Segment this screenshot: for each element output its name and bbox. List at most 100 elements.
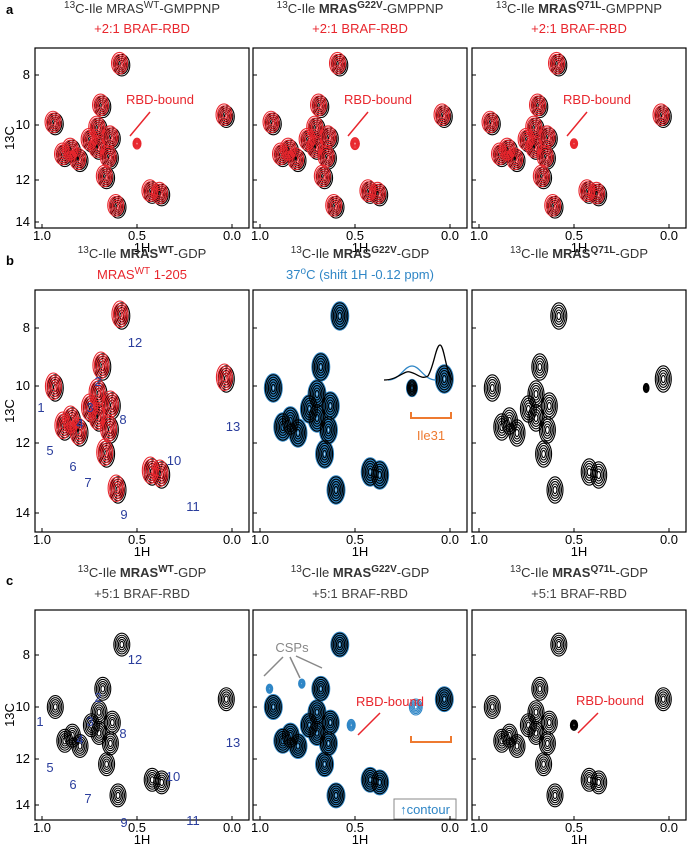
spectrum: [484, 303, 671, 503]
peak-label: 3: [86, 400, 93, 415]
peak-label: 1: [37, 400, 44, 415]
peak-label: 13: [226, 419, 240, 434]
title-part: MRAS: [552, 246, 591, 261]
annotation: RBD-bound: [126, 92, 194, 107]
bracket: [410, 736, 452, 743]
peak-label: 4: [76, 416, 83, 431]
peak-label: 5: [46, 760, 53, 775]
title-part: MRAS: [552, 565, 591, 580]
panel-subtitle: +5:1 BRAF-RBD: [312, 586, 408, 601]
trace: [383, 344, 453, 381]
panel-subtitle: 37oC (shift 1H -0.12 ppm): [286, 266, 434, 283]
panel-subtitle: +2:1 BRAF-RBD: [312, 21, 408, 36]
x-tick-label: 1.0: [470, 228, 488, 243]
title-part: MRAS: [333, 246, 372, 261]
annotation: Ile31: [417, 428, 445, 443]
title-part: -GMPPNP: [383, 1, 444, 16]
y-tick-label: 12: [16, 172, 30, 187]
x-tick-label: 0.0: [441, 820, 459, 835]
x-tick-label: 0.5: [128, 532, 146, 547]
annotations: RBD-bound RBD-bound RBD-bound RBD-bound …: [126, 92, 644, 817]
subtitle-part: 1-205: [150, 267, 187, 282]
peak-label: 7: [84, 475, 91, 490]
title-part: 13: [291, 245, 303, 256]
subtitle-part: +2:1 BRAF-RBD: [531, 21, 627, 36]
peak-label: 11: [186, 499, 200, 514]
panel-frame: [252, 47, 468, 229]
peak-label: 10: [167, 453, 181, 468]
x-tick-label: 0.0: [660, 820, 678, 835]
panel-title: 13C-Ile MRASWT-GMPPNP: [64, 0, 220, 16]
x-tick-label: 0.0: [660, 228, 678, 243]
subtitle-part: MRAS: [97, 267, 135, 282]
title-part: -GDP: [615, 246, 648, 261]
x-tick-label: 0.5: [565, 820, 583, 835]
title-part: G22V: [357, 0, 383, 11]
panel-title: 13C-Ile MRASWT-GDP: [78, 564, 207, 581]
annotation: RBD-bound: [563, 92, 631, 107]
arrow: [129, 111, 151, 137]
y-tick-label: 8: [23, 647, 30, 662]
x-tick-label: 0.5: [565, 228, 583, 243]
title-part: -GMPPNP: [601, 1, 662, 16]
title-part: C-Ile: [89, 565, 120, 580]
spectrum: [482, 52, 671, 218]
peak-label: 6: [69, 459, 76, 474]
x-tick-label: 1.0: [33, 228, 51, 243]
x-axis-label: 1H: [134, 240, 151, 255]
x-tick-label: 0.5: [346, 532, 364, 547]
title-part: WT: [158, 245, 174, 256]
x-tick-label: 0.0: [223, 820, 241, 835]
x-axis-label: 1H: [352, 832, 369, 847]
peak-label: 1: [36, 714, 43, 729]
panel-frame: [252, 609, 468, 821]
annotation: RBD-bound: [356, 694, 424, 709]
title-part: -GDP: [397, 246, 430, 261]
panel-title: 13C-Ile MRASQ71L-GMPPNP: [496, 0, 662, 16]
spectrum: [484, 633, 671, 807]
panel-title: 13C-Ile MRASG22V-GDP: [291, 245, 430, 262]
title-part: 13: [78, 245, 90, 256]
y-tick-label: 10: [16, 378, 30, 393]
y-tick-label: 10: [16, 117, 30, 132]
y-tick-label: 8: [23, 67, 30, 82]
peak-label: 6: [69, 777, 76, 792]
panel-subtitle: MRASWT 1-205: [97, 266, 187, 283]
panel-frame: [471, 289, 687, 533]
x-axis-label: 1H: [352, 240, 369, 255]
title-part: C-Ile: [521, 565, 552, 580]
peak-label: 2: [94, 690, 101, 705]
panel-frame: [252, 289, 468, 533]
arrow: [347, 111, 369, 137]
subtitle-part: 37: [286, 267, 300, 282]
subtitle-part: WT: [135, 266, 151, 277]
panel-subtitle: +2:1 BRAF-RBD: [531, 21, 627, 36]
panel-subtitle: +2:1 BRAF-RBD: [94, 21, 190, 36]
spectrum: [265, 633, 452, 807]
title-part: -GDP: [174, 565, 207, 580]
x-tick-label: 0.5: [565, 532, 583, 547]
title-part: 13: [78, 564, 90, 575]
title-part: C-Ile: [302, 565, 333, 580]
title-part: C-Ile: [288, 1, 319, 16]
peak-label: 9: [120, 507, 127, 522]
spectrum: [45, 52, 234, 218]
title-part: C-Ile: [507, 1, 538, 16]
subtitle-part: C (shift 1H -0.12 ppm): [306, 267, 434, 282]
panel-frame: [34, 289, 250, 533]
panel-title: 13C-Ile MRASG22V-GMPPNP: [277, 0, 444, 16]
y-tick-label: 12: [16, 435, 30, 450]
panel-title: 13C-Ile MRASG22V-GDP: [291, 564, 430, 581]
peak-label: 9: [120, 815, 127, 830]
x-tick-label: 0.5: [346, 228, 364, 243]
x-tick-label: 0.0: [660, 532, 678, 547]
x-axis-label: 1H: [571, 544, 588, 559]
title-part: -GDP: [615, 565, 648, 580]
peak-label: 7: [84, 791, 91, 806]
x-axis-label: 1H: [134, 544, 151, 559]
x-tick-label: 1.0: [251, 228, 269, 243]
panel-subtitle: +5:1 BRAF-RBD: [531, 586, 627, 601]
y-tick-label: 10: [16, 699, 30, 714]
title-part: MRAS: [319, 1, 358, 16]
